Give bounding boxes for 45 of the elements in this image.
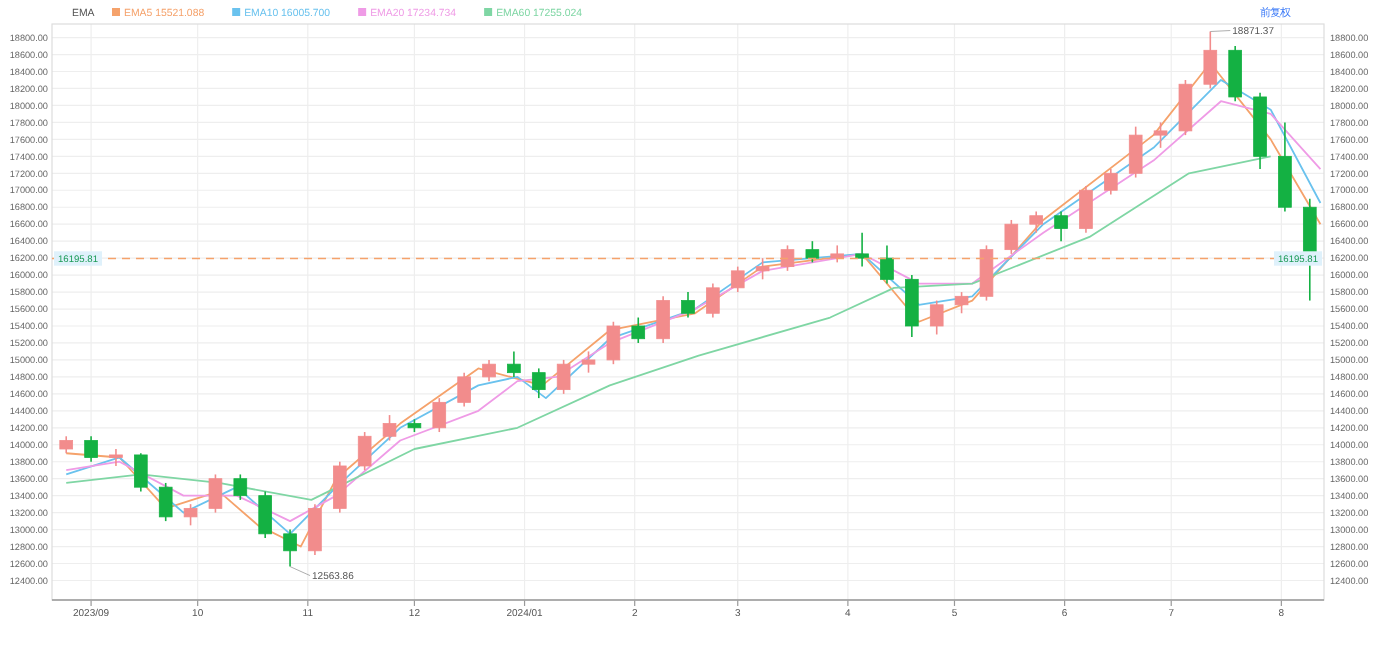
candlestick <box>755 257 770 281</box>
candlestick <box>183 503 198 527</box>
candlestick <box>1004 219 1019 255</box>
candlestick <box>531 367 546 399</box>
candlestick <box>233 473 248 501</box>
candlestick <box>482 359 496 382</box>
candlestick <box>507 350 521 378</box>
candlestick <box>357 431 372 472</box>
candlestick <box>283 528 297 568</box>
candlestick <box>905 274 919 338</box>
candlestick <box>631 316 646 344</box>
candlestick <box>581 350 596 374</box>
candlestick <box>333 460 347 514</box>
candlestick <box>979 244 994 302</box>
candlestick <box>457 371 471 408</box>
candlestick <box>780 244 795 272</box>
candlestick <box>134 452 148 493</box>
candlestick <box>1054 210 1068 242</box>
candlestick <box>1079 185 1093 234</box>
candlestick <box>805 240 820 264</box>
candlestick <box>1128 125 1143 179</box>
candlestick <box>308 503 322 556</box>
candlestick <box>656 295 670 344</box>
candlestick <box>929 299 944 336</box>
candlestick <box>432 397 447 433</box>
candlestick <box>208 473 223 514</box>
candlestick <box>730 265 745 293</box>
candlestick <box>681 291 695 319</box>
candlestick <box>1153 121 1168 149</box>
candlestick <box>606 320 621 365</box>
candlestick <box>855 231 869 268</box>
candlestick <box>706 282 720 319</box>
candlestick <box>880 244 894 285</box>
candlestick <box>1228 45 1242 102</box>
candlestick <box>1104 168 1118 196</box>
candlestick <box>84 435 98 463</box>
candlestick <box>954 291 969 315</box>
candlestick <box>382 414 397 442</box>
candlestick <box>258 490 272 539</box>
candlestick <box>1029 210 1043 234</box>
candlestick <box>109 448 123 467</box>
candlestick <box>1203 30 1218 90</box>
candlestick <box>556 359 571 395</box>
candlestick <box>1178 79 1193 136</box>
candlestick <box>158 482 173 522</box>
